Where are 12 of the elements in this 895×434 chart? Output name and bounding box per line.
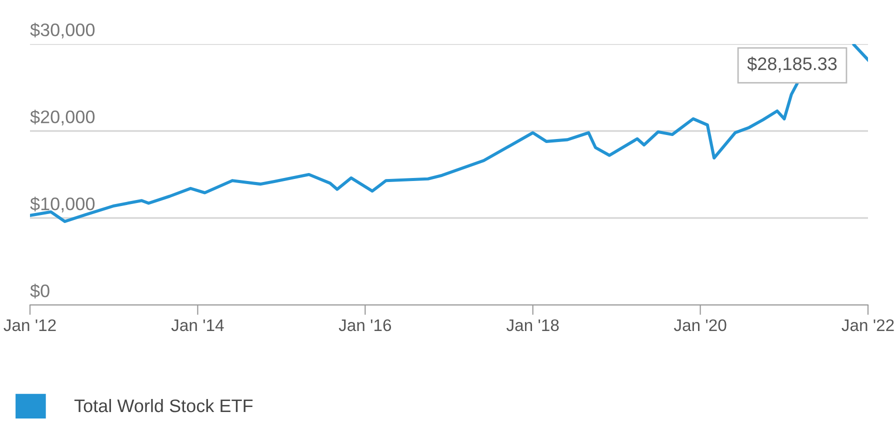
legend-label: Total World Stock ETF (74, 398, 253, 412)
annotation: $28,185.33 (747, 56, 837, 72)
y-tick-label: $10,000 (30, 196, 95, 212)
x-tick-label: Jan '16 (338, 319, 392, 332)
x-tick-label: Jan '22 (842, 319, 894, 332)
y-tick-label: $30,000 (30, 22, 95, 38)
y-tick-label: $0 (30, 284, 50, 298)
x-tick-label: Jan '20 (674, 319, 726, 332)
y-tick-label: $20,000 (30, 110, 95, 126)
x-tick-label: Jan '18 (506, 319, 559, 332)
x-tick-label: Jan '12 (4, 319, 56, 332)
x-tick-label: Jan '14 (171, 320, 224, 332)
